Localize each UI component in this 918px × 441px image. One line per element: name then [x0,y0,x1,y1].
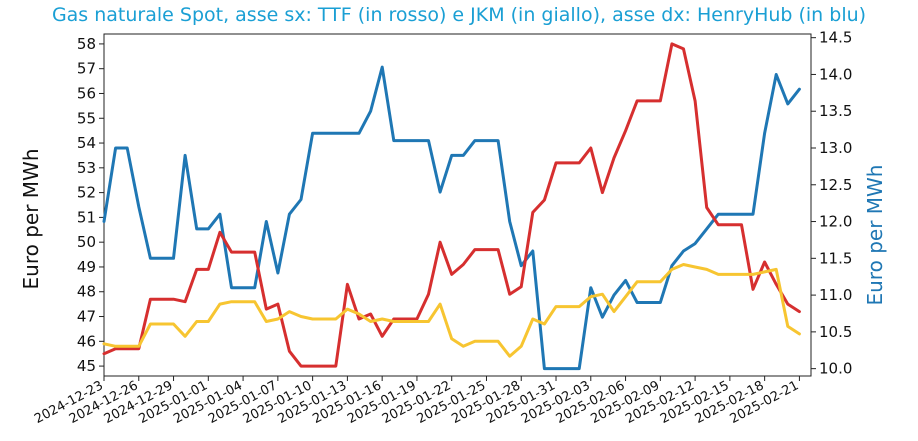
chart-labels: 45 46 47 48 49 50 51 52 53 54 55 56 57 58 10.0 10.5 11.0… [19,29,887,427]
y-right-tick-label: 13.0 [819,139,852,157]
y-left-tick-label: 58 [77,35,96,53]
chart-lines [102,42,801,371]
y-right-tick-label: 14.5 [819,29,852,47]
y-right-axis-label: Euro per MWh [863,165,887,306]
y-left-tick-label: 50 [77,233,96,251]
y-left-tick-label: 52 [77,184,96,202]
series-line-jkm [102,263,801,358]
y-right-tick-label: 10.5 [819,323,852,341]
y-right-tick-label: 11.0 [819,286,852,304]
y-left-tick-label: 57 [77,60,96,78]
y-right-tick-label: 10.0 [819,360,852,378]
y-right-tick-label: 12.5 [819,176,852,194]
y-left-tick-label: 55 [77,109,96,127]
y-right-tick-label: 14.0 [819,65,852,83]
y-right-tick-label: 11.5 [819,249,852,267]
chart-title: Gas naturale Spot, asse sx: TTF (in ross… [51,4,867,26]
y-left-tick-label: 51 [77,208,96,226]
chart-axes [99,33,816,381]
y-left-axis-label: Euro per MWh [19,149,43,290]
y-left-tick-label: 45 [77,357,96,375]
y-left-tick-label: 53 [77,159,96,177]
series-line-ttf [102,42,801,368]
plot-frame [103,33,812,377]
y-left-tick-label: 47 [77,308,96,326]
y-right-tick-label: 12.0 [819,213,852,231]
y-left-tick-label: 49 [77,258,96,276]
y-left-tick-label: 54 [77,134,96,152]
y-left-tick-label: 48 [77,283,96,301]
y-left-tick-label: 56 [77,84,96,102]
y-right-tick-label: 13.5 [819,102,852,120]
series-line-henryhub [102,65,801,371]
y-left-tick-label: 46 [77,332,96,350]
